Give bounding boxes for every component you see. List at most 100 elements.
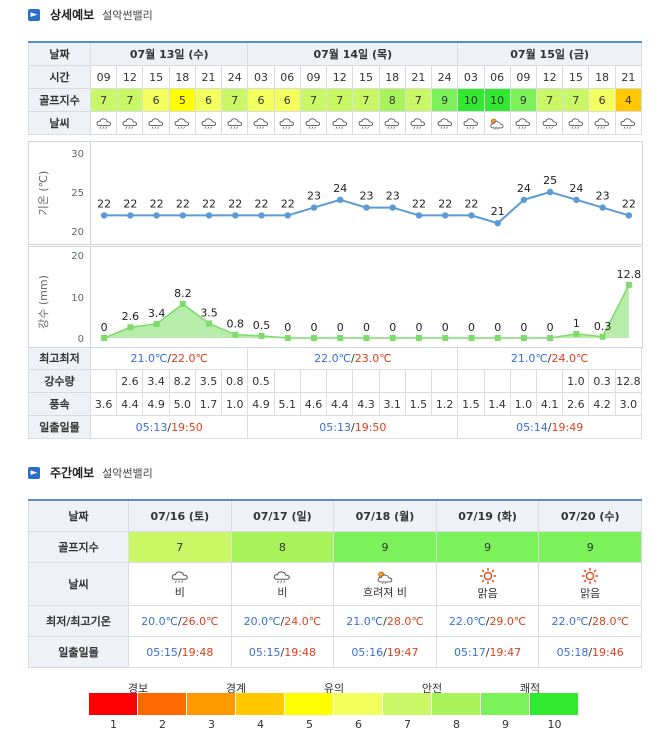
golf-index-cell: 7 [535, 88, 564, 112]
temperature-axis-panel: 기온 (℃) 30 25 20 [28, 141, 92, 245]
legend-swatch [334, 693, 383, 715]
time-cell: 24 [221, 65, 249, 89]
temperature-value-label: 24 [333, 182, 347, 195]
sunset-time: 19:47 [489, 645, 522, 659]
rainfall-value-label: 0 [284, 321, 291, 334]
min-temp: 20.0℃ [243, 614, 281, 628]
sunset-time: 19:46 [592, 645, 624, 659]
day-date-cell: 07월 13일 (수) [89, 41, 249, 66]
wind-cell: 4.4 [326, 392, 354, 416]
sunrise-time: 05:17 [454, 645, 486, 659]
temperature-value-label: 21 [491, 205, 505, 218]
rainfall-point [206, 320, 213, 327]
temperature-value-label: 24 [569, 182, 583, 195]
rainfall-area [104, 284, 629, 338]
time-label: 시간 [28, 65, 91, 89]
max-temp: 28.0℃ [592, 614, 629, 628]
rain-cloud-icon [299, 111, 328, 135]
date-row: 날짜 07월 13일 (수) 07월 14일 (목) 07월 15일 (금) [28, 41, 642, 66]
rainfall-cell [457, 369, 485, 393]
rainfall-value-label: 0 [520, 321, 527, 334]
weekly-sun-cell: 05:15/19:48 [128, 636, 232, 668]
golf-index-cell: 7 [326, 88, 354, 112]
legend-number: 3 [208, 718, 215, 731]
weekly-weather-cell: 흐려져 비 [333, 562, 437, 606]
rainfall-cell: 3.5 [194, 369, 223, 393]
rainfall-point [599, 333, 606, 340]
sunset-time: 19:48 [284, 645, 316, 659]
weekly-weather-text: 흐려져 비 [362, 585, 407, 599]
rain-cloud-icon [89, 111, 118, 135]
temperature-point [546, 188, 554, 196]
weekly-forecast-title: 주간예보 [50, 466, 95, 480]
max-temp: 26.0℃ [181, 614, 219, 628]
rainfall-cell: 1.0 [562, 369, 590, 393]
sunrise-time: 05:13 [319, 420, 351, 434]
temperature-point [573, 196, 580, 203]
temperature-value-label: 25 [543, 174, 557, 187]
rainfall-value-label: 0 [389, 321, 396, 334]
rain-cloud-icon [457, 111, 485, 135]
golf-index-cell: 7 [221, 88, 249, 112]
weekly-date-cell: 07/20 (수) [538, 499, 642, 532]
rain-cloud-icon [129, 569, 231, 584]
temperature-point [442, 212, 449, 219]
wind-cell: 4.9 [142, 392, 170, 416]
time-cell: 18 [588, 65, 616, 89]
rainfall-chart: 0 2.6 3.4 8.2 3.5 0.8 0.5 0 0 0 0 0 0 0 0 0 0 0 1 0.3 12.8 [90, 246, 643, 348]
rainfall-cell [273, 369, 301, 393]
temperature-point [205, 212, 213, 219]
temperature-point [468, 212, 475, 219]
rainfall-cell [89, 369, 118, 393]
temperature-value-label: 23 [596, 190, 610, 203]
rainfall-cell [483, 369, 511, 393]
sunrise-time: 05:14 [516, 420, 548, 434]
rainfall-value-label: 0 [101, 321, 108, 334]
weather-row: 날씨 [28, 111, 643, 135]
rainfall-point [442, 335, 449, 341]
time-cell: 21 [404, 65, 433, 89]
golf-index-cell: 6 [142, 88, 170, 112]
time-cell: 15 [142, 65, 170, 89]
weekly-weather-text: 비 [277, 585, 288, 599]
rainfall-cell [431, 369, 459, 393]
rain-cloud-icon [562, 111, 590, 135]
temperature-value-label: 22 [281, 197, 295, 210]
legend-number: 1 [110, 718, 117, 731]
rainfall-point [363, 335, 370, 341]
weekly-sun-label: 일출일몰 [28, 636, 129, 668]
temperature-point [363, 204, 370, 211]
time-cell: 12 [326, 65, 354, 89]
rainfall-cell: 8.2 [168, 369, 196, 393]
rainfall-chart-svg: 0 2.6 3.4 8.2 3.5 0.8 0.5 0 0 0 0 0 0 0 0 0 0 0 1 0.3 12.8 [101, 268, 641, 341]
sun-cloud-icon [483, 111, 511, 135]
min-temp: 22.0℃ [551, 614, 589, 628]
time-cell: 21 [614, 65, 643, 89]
rainfall-point [337, 335, 344, 341]
golf-index-legend: 경보 경계 유의 안전 쾌적 1 2 3 4 5 6 7 8 9 10 [89, 680, 579, 732]
time-cell: 06 [483, 65, 511, 89]
temperature-value-label: 22 [255, 197, 269, 210]
rain-cloud-icon [194, 111, 223, 135]
rainfall-value-label: 2.6 [122, 310, 140, 323]
rainfall-point [284, 335, 291, 341]
rain-cloud-icon [614, 111, 643, 135]
legend-number: 8 [453, 718, 460, 731]
time-cell: 18 [378, 65, 406, 89]
time-cell: 09 [509, 65, 537, 89]
legend-swatch [383, 693, 432, 715]
legend-swatch [187, 693, 236, 715]
weekly-forecast-table: 날짜 07/16 (토) 07/17 (일) 07/18 (월) 07/19 (화) 0… [28, 499, 642, 668]
wind-cell: 4.4 [116, 392, 144, 416]
weekly-weather-text: 비 [174, 585, 185, 599]
rainfall-cell: 0.8 [221, 369, 249, 393]
temperature-point [337, 196, 344, 203]
time-cell: 12 [535, 65, 564, 89]
temperature-value-label: 23 [386, 190, 400, 203]
wind-cell: 1.4 [483, 392, 511, 416]
sunset-time: 19:47 [386, 645, 419, 659]
rainfall-point [494, 335, 501, 341]
rain-cloud-icon [221, 111, 249, 135]
rainfall-point [520, 335, 527, 341]
